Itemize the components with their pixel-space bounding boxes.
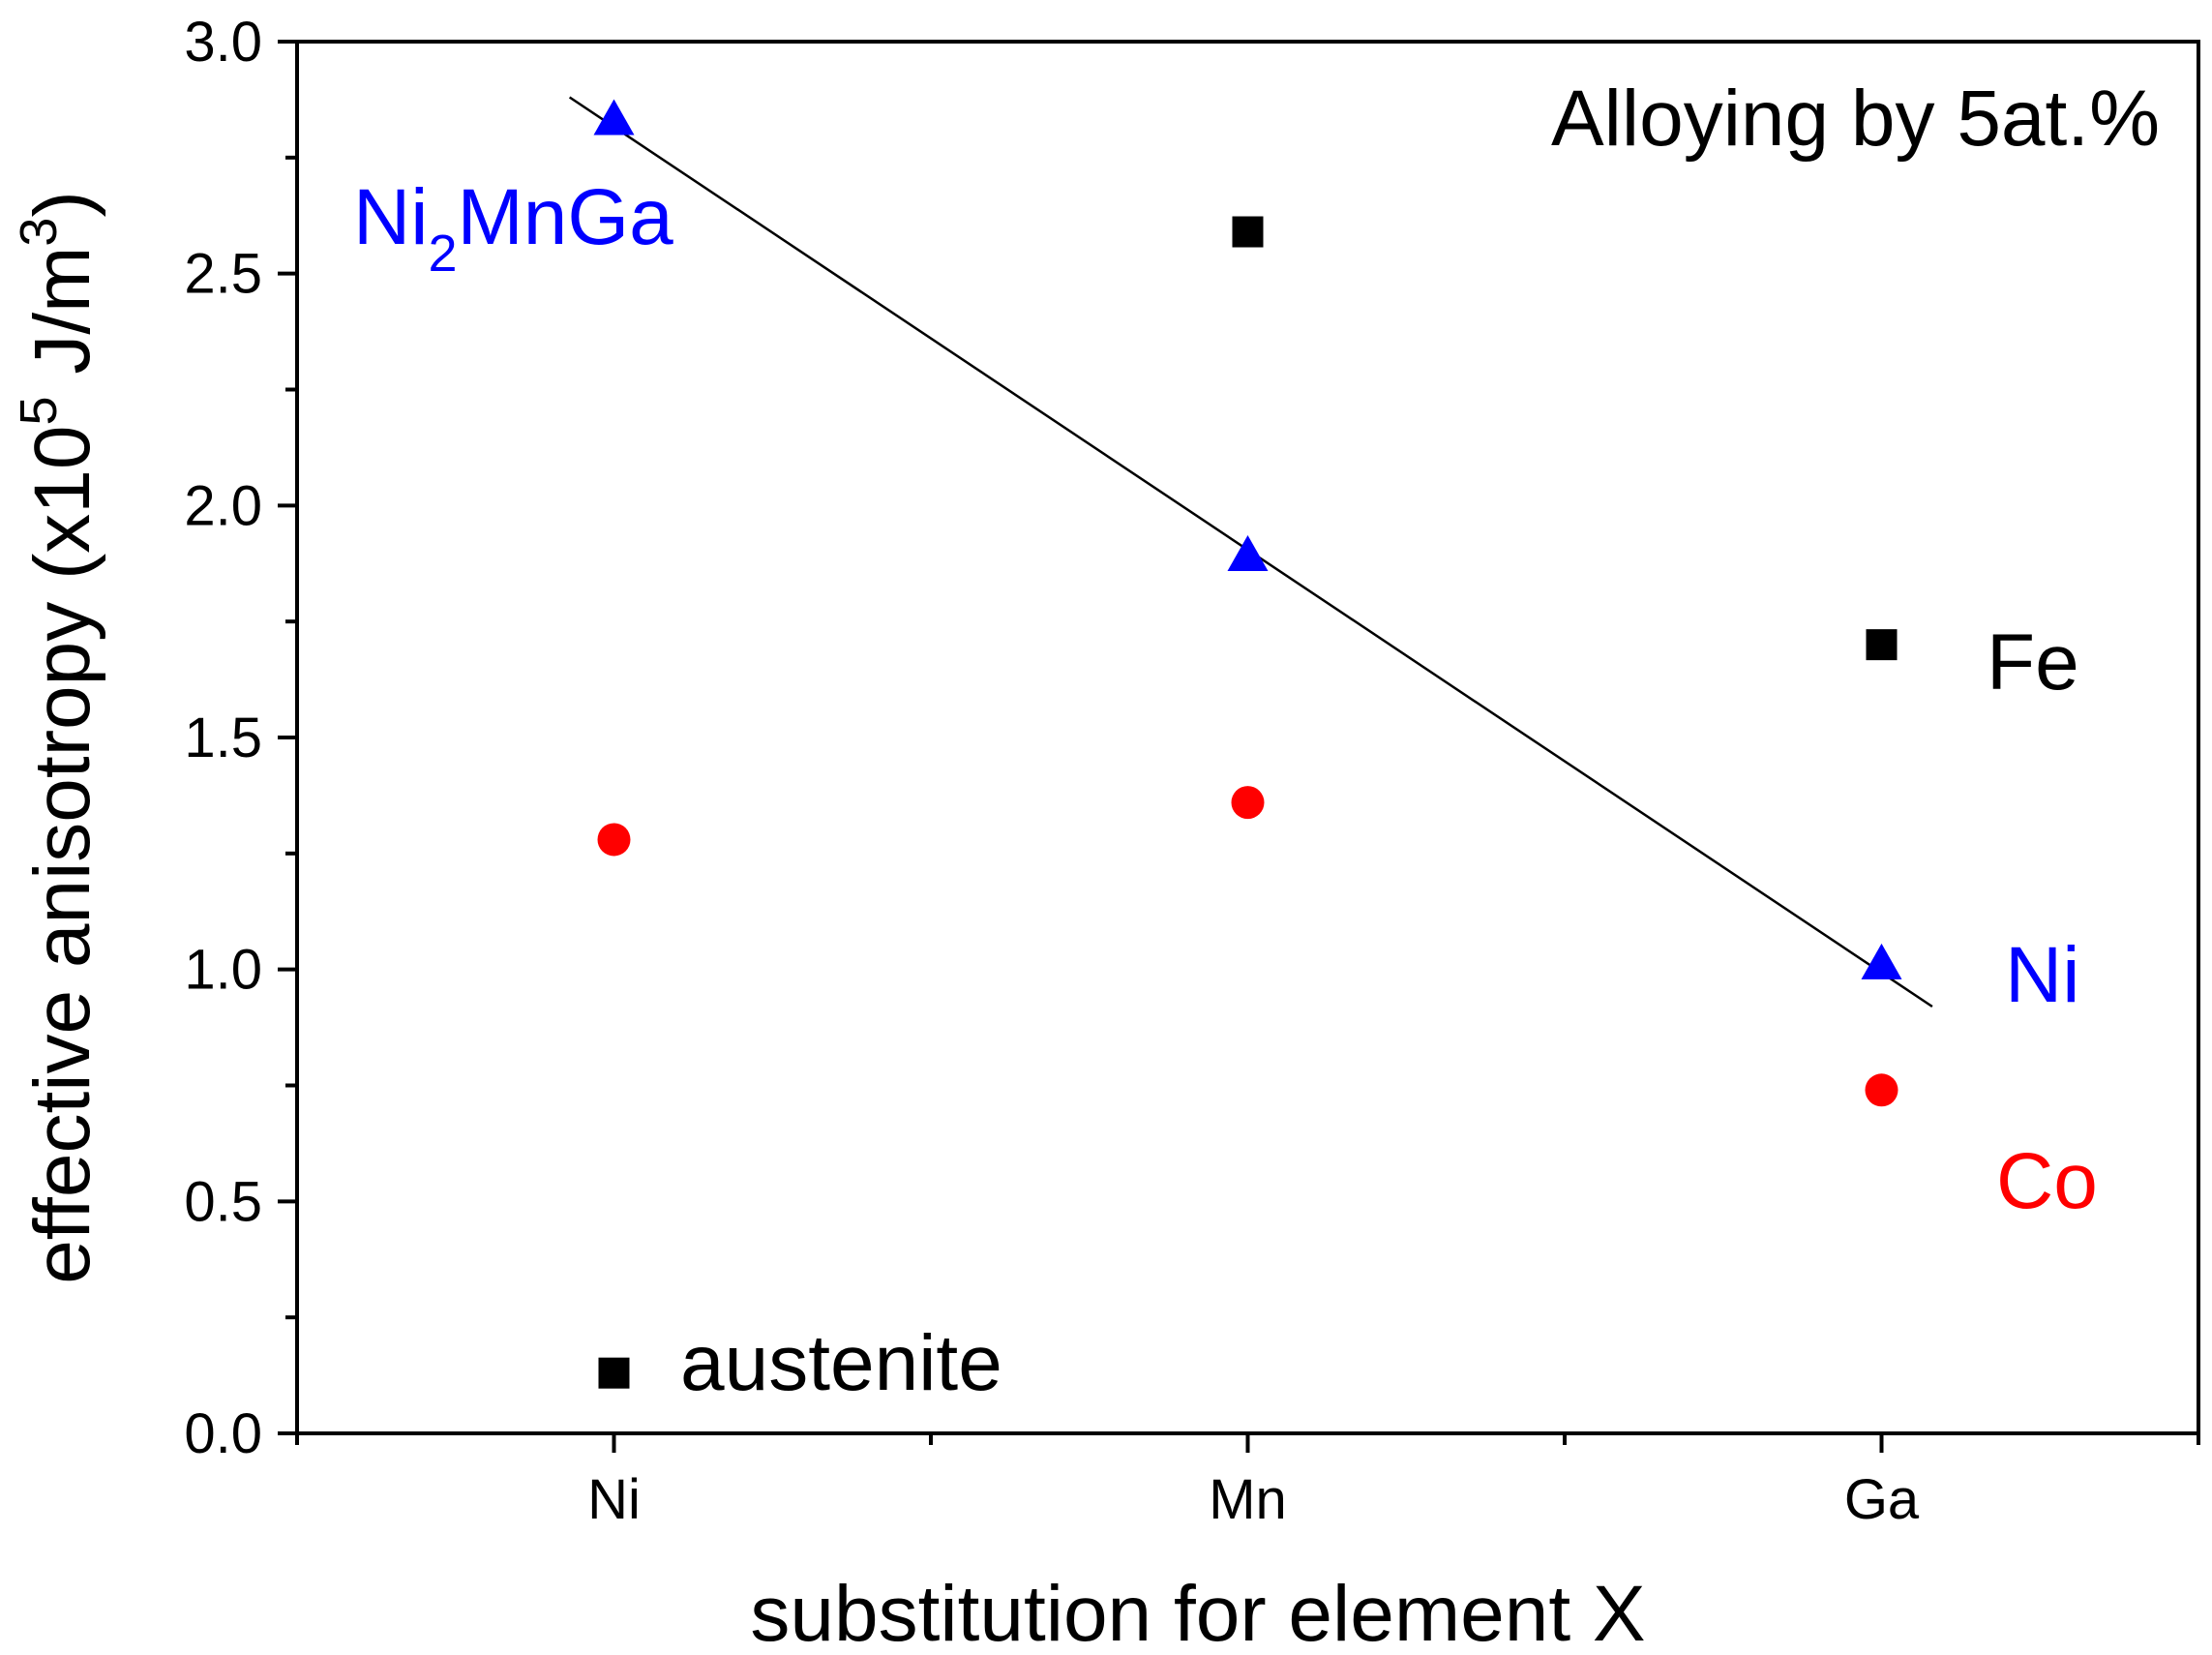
marker-co-mn (1231, 786, 1265, 820)
annotation-co: Co (1996, 1137, 2098, 1225)
x-axis-title: substitution for element X (750, 1570, 1645, 1655)
annotation-fe: Fe (1987, 618, 2079, 707)
y-tick-label: 2.5 (184, 243, 262, 306)
x-axis-ticks: Ni Mn Ga (295, 1433, 2200, 1531)
y-axis-title: effective anisotropy (x105 J/m3) (10, 191, 106, 1284)
y-tick-label: 2.0 (184, 474, 262, 537)
y-axis-title-exp: 5 (10, 396, 68, 425)
x-tick-label: Mn (1209, 1468, 1287, 1531)
compound-text-ni: Ni (353, 173, 428, 261)
marker-co-ga (1865, 1073, 1898, 1107)
y-tick-label: 0.5 (184, 1170, 262, 1233)
compound-text-mnga: MnGa (457, 173, 673, 261)
marker-fe-mn (1232, 216, 1264, 248)
marker-ni-ga (1861, 943, 1902, 979)
data-markers (593, 99, 1902, 1389)
y-tick-label: 1.0 (184, 939, 262, 1002)
y-tick-label: 0.0 (184, 1402, 262, 1465)
annotation-ni: Ni (2005, 931, 2079, 1019)
annotation-austenite: austenite (680, 1319, 1002, 1407)
marker-co-ni (597, 823, 631, 857)
y-axis-title-unit-exp: 3 (10, 218, 68, 247)
y-tick-label: 3.0 (184, 11, 262, 74)
y-axis-title-main: effective anisotropy (x10 (18, 425, 106, 1283)
marker-ni-ni (593, 99, 635, 135)
marker-fe-ni (598, 1357, 630, 1389)
x-tick-label: Ni (587, 1468, 641, 1531)
annotation-alloying: Alloying by 5at.% (1551, 75, 2160, 163)
y-tick-label: 1.5 (184, 707, 262, 769)
marker-ni-mn (1227, 535, 1269, 572)
marker-fe-ga (1866, 629, 1898, 661)
y-axis-title-unit: J/m (18, 247, 106, 397)
y-axis-title-close: ) (18, 191, 106, 217)
y-axis-ticks: 0.0 0.5 1.0 1.5 2.0 2.5 3.0 (184, 11, 297, 1465)
annotation-compound: Ni2MnGa (353, 173, 673, 283)
x-tick-label: Ga (1844, 1468, 1920, 1531)
compound-subscript: 2 (428, 225, 457, 283)
